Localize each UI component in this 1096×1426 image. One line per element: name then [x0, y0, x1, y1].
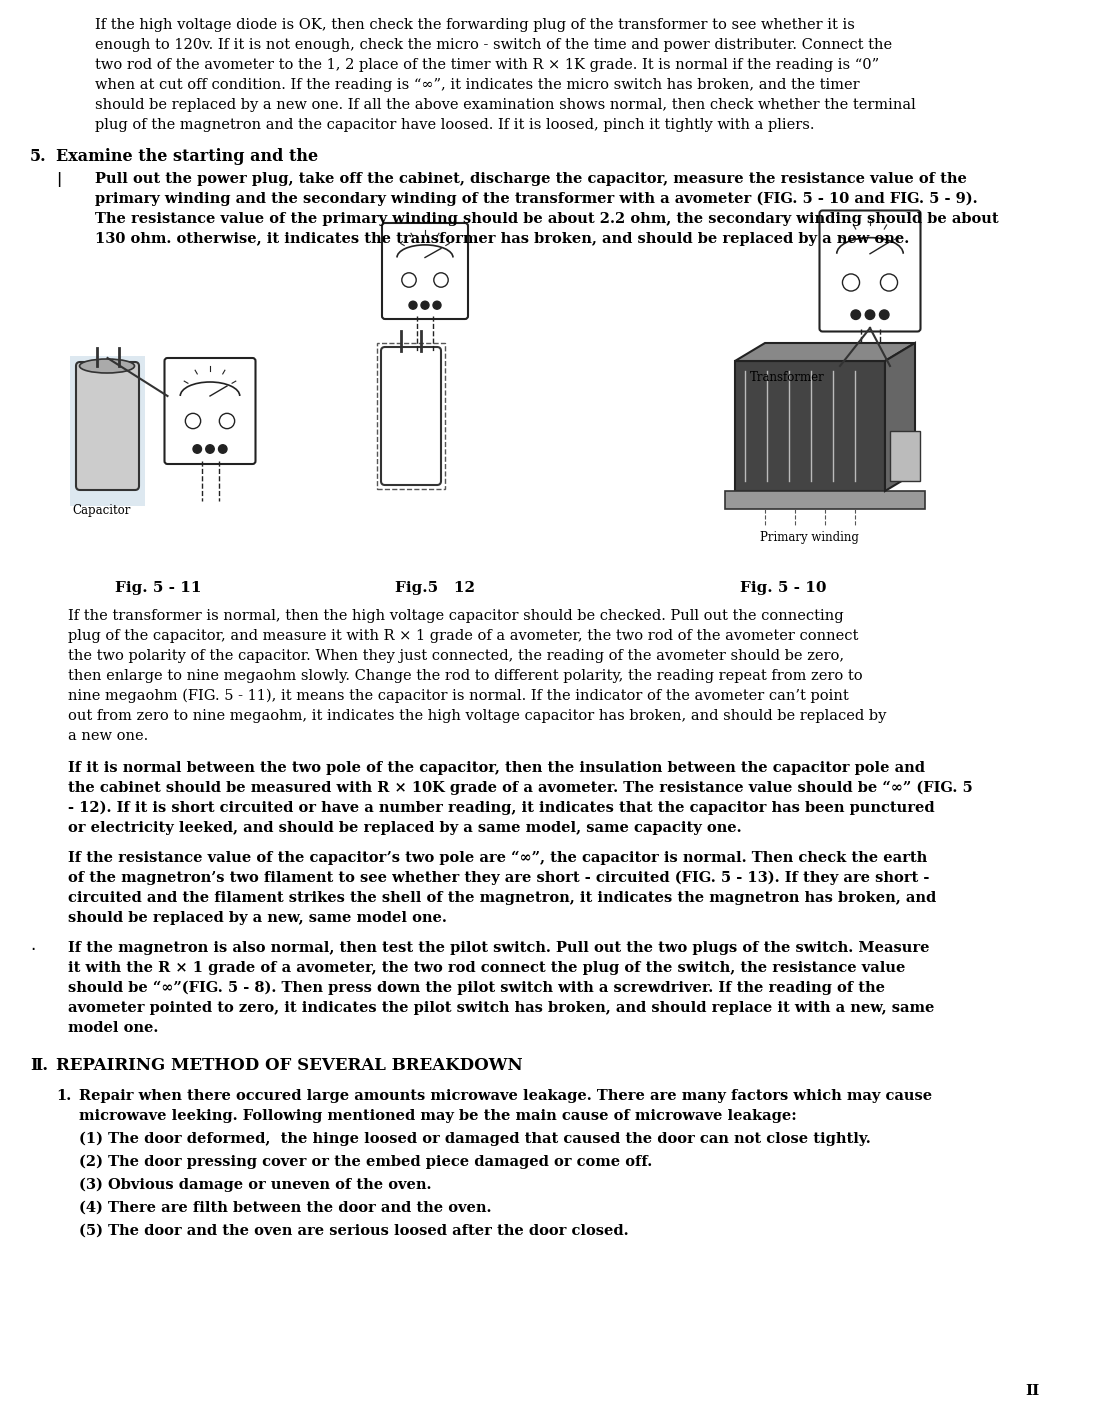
Text: plug of the magnetron and the capacitor have loosed. If it is loosed, pinch it t: plug of the magnetron and the capacitor … — [95, 118, 814, 133]
Text: REPAIRING METHOD OF SEVERAL BREAKDOWN: REPAIRING METHOD OF SEVERAL BREAKDOWN — [56, 1057, 523, 1074]
Text: Pull out the power plug, take off the cabinet, discharge the capacitor, measure : Pull out the power plug, take off the ca… — [95, 173, 967, 185]
Circle shape — [421, 301, 429, 309]
FancyBboxPatch shape — [383, 222, 468, 319]
Text: should be “∞”(FIG. 5 - 8). Then press down the pilot switch with a screwdriver. : should be “∞”(FIG. 5 - 8). Then press do… — [68, 981, 884, 995]
Text: microwave leeking. Following mentioned may be the main cause of microwave leakag: microwave leeking. Following mentioned m… — [79, 1109, 797, 1124]
Text: primary winding and the secondary winding of the transformer with a avometer (FI: primary winding and the secondary windin… — [95, 193, 978, 207]
Text: enough to 120v. If it is not enough, check the micro - switch of the time and po: enough to 120v. If it is not enough, che… — [95, 39, 892, 51]
Text: If the magnetron is also normal, then test the pilot switch. Pull out the two pl: If the magnetron is also normal, then te… — [68, 941, 929, 955]
Text: Examine the starting and the: Examine the starting and the — [56, 148, 318, 165]
Text: - 12). If it is short circuited or have a number reading, it indicates that the : - 12). If it is short circuited or have … — [68, 801, 935, 816]
Text: The resistance value of the primary winding should be about 2.2 ohm, the seconda: The resistance value of the primary wind… — [95, 212, 998, 225]
Text: Fig.5   12: Fig.5 12 — [395, 580, 475, 595]
Circle shape — [879, 309, 889, 319]
Text: circuited and the filament strikes the shell of the magnetron, it indicates the : circuited and the filament strikes the s… — [68, 891, 936, 906]
Text: or electricity leeked, and should be replaced by a same model, same capacity one: or electricity leeked, and should be rep… — [68, 821, 742, 836]
FancyBboxPatch shape — [890, 431, 920, 481]
Ellipse shape — [80, 359, 135, 374]
Text: when at cut off condition. If the reading is “∞”, it indicates the micro switch : when at cut off condition. If the readin… — [95, 78, 859, 93]
Text: Fig. 5 - 10: Fig. 5 - 10 — [740, 580, 826, 595]
Circle shape — [402, 272, 416, 287]
Text: (3) Obvious damage or uneven of the oven.: (3) Obvious damage or uneven of the oven… — [79, 1178, 432, 1192]
Polygon shape — [884, 344, 915, 491]
Text: If the high voltage diode is OK, then check the forwarding plug of the transform: If the high voltage diode is OK, then ch… — [95, 19, 855, 31]
Circle shape — [218, 445, 227, 453]
Circle shape — [185, 414, 201, 429]
Circle shape — [433, 301, 441, 309]
Text: nine megaohm (FIG. 5 - 11), it means the capacitor is normal. If the indicator o: nine megaohm (FIG. 5 - 11), it means the… — [68, 689, 848, 703]
Text: 130 ohm. otherwise, it indicates the transformer has broken, and should be repla: 130 ohm. otherwise, it indicates the tra… — [95, 232, 910, 247]
Text: Ⅱ.: Ⅱ. — [30, 1057, 48, 1074]
Text: If the resistance value of the capacitor’s two pole are “∞”, the capacitor is no: If the resistance value of the capacitor… — [68, 851, 927, 866]
Circle shape — [850, 309, 860, 319]
Polygon shape — [735, 344, 915, 361]
Text: should be replaced by a new one. If all the above examination shows normal, then: should be replaced by a new one. If all … — [95, 98, 916, 113]
Text: (2) The door pressing cover or the embed piece damaged or come off.: (2) The door pressing cover or the embed… — [79, 1155, 652, 1169]
Circle shape — [206, 445, 214, 453]
Text: it with the R × 1 grade of a avometer, the two rod connect the plug of the switc: it with the R × 1 grade of a avometer, t… — [68, 961, 905, 975]
Text: If it is normal between the two pole of the capacitor, then the insulation betwe: If it is normal between the two pole of … — [68, 761, 925, 774]
Text: II: II — [1026, 1385, 1040, 1397]
Circle shape — [843, 274, 859, 291]
Text: |: | — [56, 173, 61, 187]
Circle shape — [193, 445, 202, 453]
Text: (5) The door and the oven are serious loosed after the door closed.: (5) The door and the oven are serious lo… — [79, 1224, 629, 1238]
FancyBboxPatch shape — [70, 356, 145, 506]
Text: (1) The door deformed,  the hinge loosed or damaged that caused the door can not: (1) The door deformed, the hinge loosed … — [79, 1132, 870, 1147]
Circle shape — [219, 414, 235, 429]
Text: plug of the capacitor, and measure it with R × 1 grade of a avometer, the two ro: plug of the capacitor, and measure it wi… — [68, 629, 858, 643]
Text: Repair when there occured large amounts microwave leakage. There are many factor: Repair when there occured large amounts … — [79, 1089, 932, 1102]
Text: the two polarity of the capacitor. When they just connected, the reading of the : the two polarity of the capacitor. When … — [68, 649, 844, 663]
Text: a new one.: a new one. — [68, 729, 148, 743]
Text: Fig. 5 - 11: Fig. 5 - 11 — [115, 580, 202, 595]
FancyBboxPatch shape — [724, 491, 925, 509]
Text: 5.: 5. — [30, 148, 47, 165]
Circle shape — [434, 272, 448, 287]
Text: Transformer: Transformer — [750, 371, 825, 384]
Text: should be replaced by a new, same model one.: should be replaced by a new, same model … — [68, 911, 447, 925]
FancyBboxPatch shape — [735, 361, 884, 491]
FancyBboxPatch shape — [381, 347, 441, 485]
Text: 1.: 1. — [56, 1089, 71, 1102]
Text: model one.: model one. — [68, 1021, 159, 1035]
FancyBboxPatch shape — [164, 358, 255, 463]
Text: then enlarge to nine megaohm slowly. Change the rod to different polarity, the r: then enlarge to nine megaohm slowly. Cha… — [68, 669, 863, 683]
Circle shape — [409, 301, 416, 309]
Text: out from zero to nine megaohm, it indicates the high voltage capacitor has broke: out from zero to nine megaohm, it indica… — [68, 709, 887, 723]
FancyBboxPatch shape — [76, 362, 139, 491]
Text: of the magnetron’s two filament to see whether they are short - circuited (FIG. : of the magnetron’s two filament to see w… — [68, 871, 929, 886]
Text: Primary winding: Primary winding — [760, 530, 859, 543]
Circle shape — [880, 274, 898, 291]
Text: ·: · — [30, 941, 35, 960]
Text: the cabinet should be measured with R × 10K grade of a avometer. The resistance : the cabinet should be measured with R × … — [68, 781, 973, 796]
Text: two rod of the avometer to the 1, 2 place of the timer with R × 1K grade. It is : two rod of the avometer to the 1, 2 plac… — [95, 58, 879, 71]
Text: avometer pointed to zero, it indicates the pilot switch has broken, and should r: avometer pointed to zero, it indicates t… — [68, 1001, 935, 1015]
FancyBboxPatch shape — [820, 211, 921, 331]
Circle shape — [865, 309, 875, 319]
Text: Capacitor: Capacitor — [72, 503, 132, 518]
Text: (4) There are filth between the door and the oven.: (4) There are filth between the door and… — [79, 1201, 491, 1215]
Text: If the transformer is normal, then the high voltage capacitor should be checked.: If the transformer is normal, then the h… — [68, 609, 844, 623]
